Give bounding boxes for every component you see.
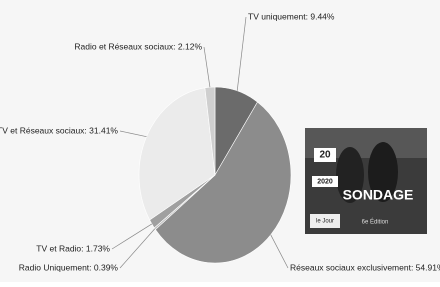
data-label: Radio et Réseaux sociaux: 2.12% [74,41,202,51]
data-label: Radio Uniquement: 0.39% [19,262,119,272]
data-label: TV et Réseaux sociaux: 31.41% [0,125,118,135]
inset-day: 20 [319,150,331,161]
inset-brand: le Jour [316,219,334,225]
data-label: TV et Radio: 1.73% [36,243,110,253]
data-label: TV uniquement: 9.44% [248,11,335,21]
page: 20 2020 SONDAGE 6e Édition le Jour TV un… [0,0,440,287]
inset-banner: 20 2020 SONDAGE 6e Édition le Jour [305,128,427,234]
inset-year: 2020 [317,178,333,185]
chart: 20 2020 SONDAGE 6e Édition le Jour TV un… [0,0,440,282]
inset-headline: SONDAGE [343,187,414,203]
inset-edition: 6e Édition [362,219,389,226]
data-label: Réseaux sociaux exclusivement: 54.91% [290,262,440,272]
